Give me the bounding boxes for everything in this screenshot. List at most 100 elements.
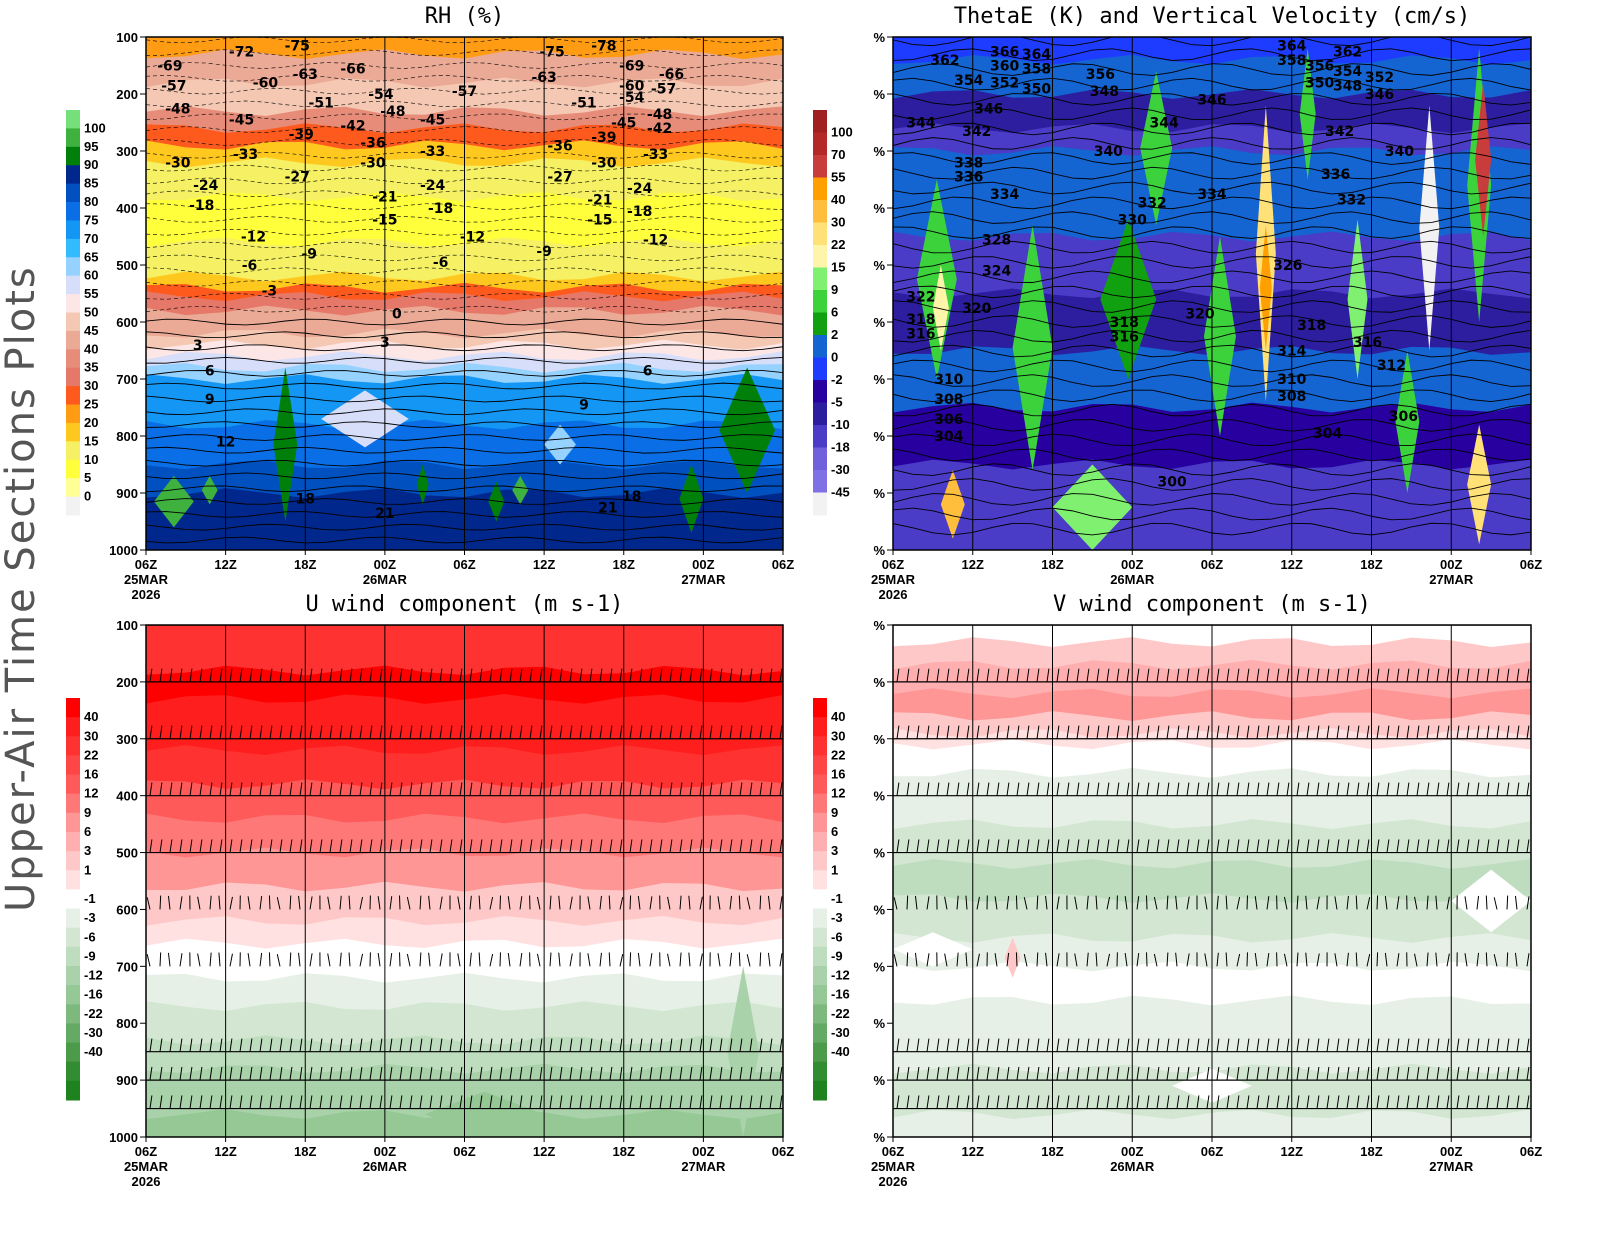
colorbar-swatch	[813, 132, 827, 156]
wind-barb	[1396, 725, 1400, 739]
wind-barb	[169, 668, 173, 682]
wind-barb	[428, 895, 431, 910]
wind-barb	[1176, 1095, 1180, 1109]
wind-barb	[1386, 1066, 1390, 1081]
wind-barb	[916, 839, 920, 853]
wind-barb	[629, 895, 632, 910]
wind-barb	[429, 1095, 433, 1109]
wind-barb	[1015, 895, 1018, 910]
wind-barb	[1256, 1038, 1260, 1052]
colorbar-swatch	[66, 755, 80, 776]
wind-barb	[1153, 953, 1158, 967]
wind-barb	[1026, 1038, 1030, 1052]
panel-1: RH (%)-69-72 -75-60-63 -66-57-48 -51-54-48-…	[66, 4, 794, 602]
wind-barb	[1266, 668, 1270, 682]
wind-barb	[1446, 668, 1450, 682]
wind-barb	[717, 896, 721, 910]
wind-barb	[369, 1095, 373, 1109]
wind-barb	[469, 895, 472, 910]
y-tick-label: 800	[116, 429, 138, 444]
wind-barb	[609, 1066, 613, 1081]
wind-barb	[1266, 839, 1270, 853]
wind-barb	[289, 782, 293, 796]
wind-barb	[1156, 839, 1160, 853]
wind-barb	[976, 896, 980, 910]
colorbar-label: 16	[831, 767, 845, 782]
wind-barb	[1516, 1038, 1520, 1052]
colorbar-label: 3	[831, 843, 838, 858]
wind-barb	[1236, 1066, 1240, 1081]
wind-barb	[539, 782, 543, 796]
panel-4: V wind component (m s-1)%%%%%%%%%%06Z25M…	[813, 592, 1542, 1189]
wind-barb	[650, 625, 651, 626]
wind-barb	[1286, 668, 1290, 682]
y-tick-label: %	[873, 372, 885, 387]
wind-barb	[927, 625, 928, 626]
wind-barb	[759, 782, 763, 796]
wind-barb	[1396, 782, 1400, 796]
wind-barb	[269, 782, 273, 796]
wind-barb	[329, 782, 333, 796]
colorbar-swatch	[813, 357, 827, 381]
wind-barb	[429, 839, 433, 853]
wind-barb	[369, 1038, 373, 1052]
colorbar-label: 20	[84, 415, 98, 430]
wind-barb	[1437, 625, 1438, 626]
wind-barb	[1036, 1066, 1040, 1081]
wind-barb	[729, 782, 733, 796]
wind-barb	[1466, 725, 1470, 739]
wind-barb	[709, 1038, 713, 1052]
wind-barb	[1096, 1095, 1100, 1109]
wind-barb	[1236, 839, 1240, 853]
contour-label: 352	[990, 76, 1019, 92]
wind-barb	[926, 839, 930, 853]
wind-barb	[539, 1095, 543, 1109]
wind-barb	[1036, 952, 1039, 967]
wind-barb	[559, 1038, 563, 1052]
wind-barb	[509, 1038, 513, 1052]
wind-barb	[1436, 782, 1440, 796]
wind-barb	[379, 782, 383, 796]
wind-barb	[609, 725, 613, 739]
wind-barb	[569, 725, 573, 739]
wind-barb	[1346, 952, 1349, 967]
wind-barb	[738, 895, 741, 910]
wind-barb	[1296, 895, 1299, 910]
wind-barb	[994, 953, 998, 967]
wind-barb	[269, 839, 273, 853]
wind-barb	[986, 668, 990, 682]
wind-barb	[1066, 782, 1070, 796]
wind-barb	[489, 1066, 493, 1081]
wind-barb	[239, 1038, 243, 1052]
wind-barb	[499, 668, 503, 682]
wind-barb	[1355, 895, 1358, 910]
wind-barb	[1076, 782, 1080, 796]
wind-barb	[489, 839, 493, 853]
contour-line	[146, 139, 783, 146]
contour-label: 318	[906, 312, 935, 328]
wind-barb	[1096, 1066, 1100, 1081]
y-tick-label: 600	[116, 902, 138, 917]
wind-barb	[1166, 895, 1169, 910]
field-patch	[893, 932, 973, 967]
wind-barb	[649, 668, 653, 682]
wind-barb	[896, 668, 900, 682]
wind-barb	[746, 954, 751, 967]
wind-barb	[459, 725, 463, 739]
wind-barb	[1096, 725, 1100, 739]
wind-barb	[1506, 895, 1509, 910]
wind-barb	[1436, 1038, 1440, 1052]
wind-barb	[1026, 1066, 1030, 1081]
wind-barb	[300, 625, 301, 626]
wind-barb	[966, 839, 970, 853]
colorbar-label: 1	[831, 862, 838, 877]
wind-barb	[1456, 1066, 1460, 1081]
wind-barb	[240, 625, 241, 626]
wind-barb	[649, 839, 653, 853]
wind-barb	[167, 895, 171, 910]
wind-barb	[1396, 953, 1400, 967]
field-patch	[321, 390, 409, 448]
colorbar-swatch	[66, 441, 80, 461]
wind-barb	[1496, 668, 1500, 682]
